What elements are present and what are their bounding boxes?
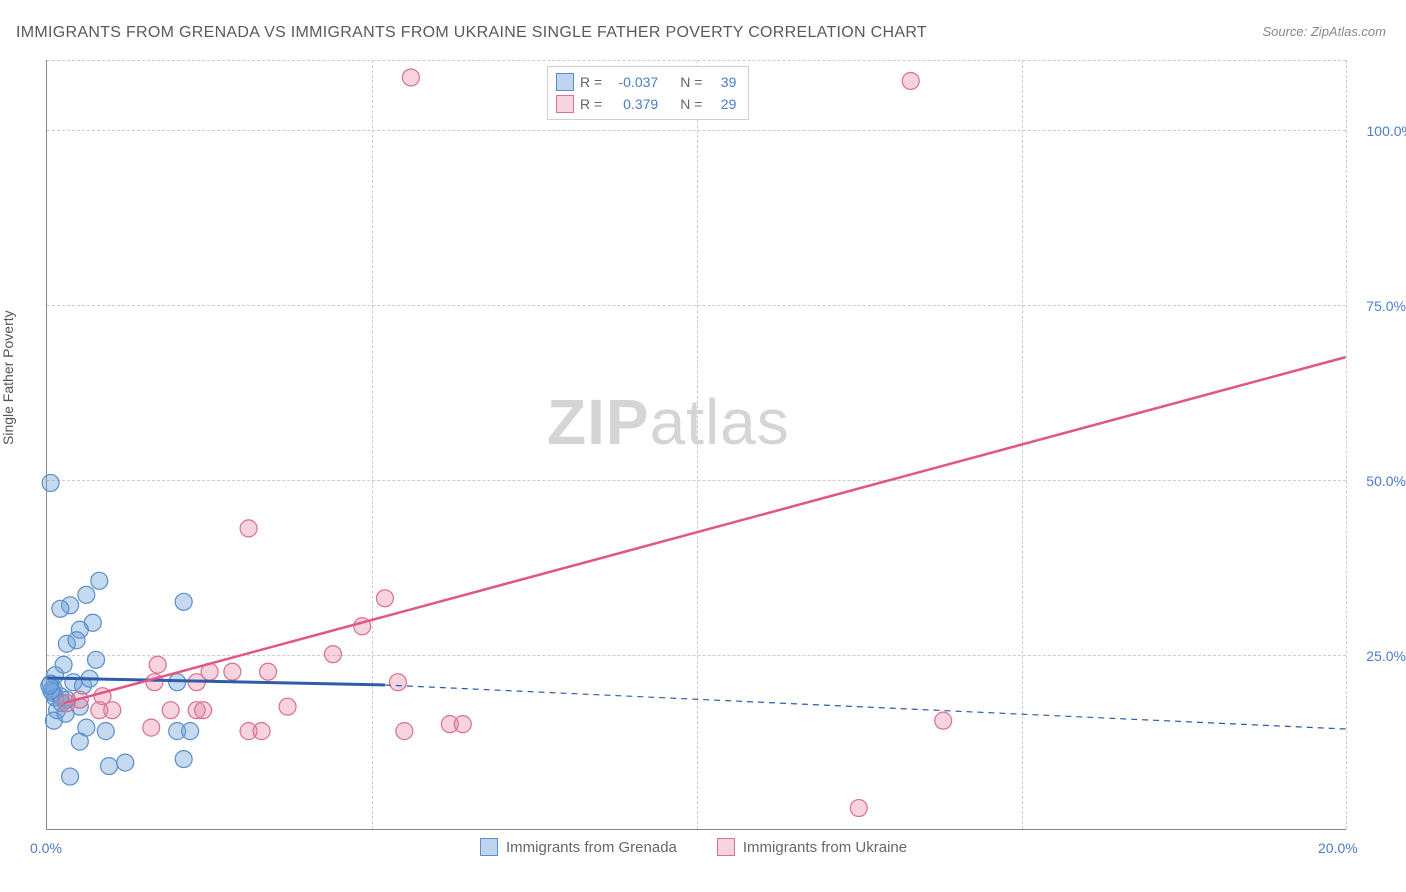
- y-tick-label: 75.0%: [1366, 298, 1406, 314]
- data-point-grenada: [71, 733, 88, 750]
- data-point-ukraine: [279, 698, 296, 715]
- data-point-grenada: [117, 754, 134, 771]
- legend-item-grenada: Immigrants from Grenada: [480, 838, 677, 856]
- data-point-ukraine: [224, 663, 241, 680]
- data-point-ukraine: [935, 712, 952, 729]
- y-tick-label: 100.0%: [1367, 123, 1406, 139]
- data-point-grenada: [41, 677, 58, 694]
- data-point-grenada: [68, 632, 85, 649]
- data-point-ukraine: [850, 800, 867, 817]
- x-tick-label: 20.0%: [1318, 840, 1358, 856]
- data-point-ukraine: [402, 69, 419, 86]
- y-tick-label: 50.0%: [1366, 473, 1406, 489]
- data-point-ukraine: [260, 663, 277, 680]
- data-point-grenada: [78, 586, 95, 603]
- data-point-ukraine: [195, 702, 212, 719]
- source-attribution: Source: ZipAtlas.com: [1262, 24, 1386, 39]
- data-point-ukraine: [396, 723, 413, 740]
- legend-item-ukraine: Immigrants from Ukraine: [717, 838, 907, 856]
- source-name: ZipAtlas.com: [1311, 24, 1386, 39]
- swatch-blue: [556, 73, 574, 91]
- data-point-grenada: [42, 474, 59, 491]
- swatch-pink: [717, 838, 735, 856]
- legend-row-ukraine: R = 0.379 N = 29: [556, 93, 736, 115]
- data-point-ukraine: [240, 520, 257, 537]
- data-point-grenada: [101, 758, 118, 775]
- data-point-ukraine: [253, 723, 270, 740]
- data-point-grenada: [175, 751, 192, 768]
- chart-title: IMMIGRANTS FROM GRENADA VS IMMIGRANTS FR…: [16, 24, 927, 42]
- correlation-legend: R = -0.037 N = 39 R = 0.379 N = 29: [547, 66, 749, 120]
- y-tick-label: 25.0%: [1366, 648, 1406, 664]
- data-point-ukraine: [149, 656, 166, 673]
- data-point-grenada: [52, 600, 69, 617]
- swatch-pink: [556, 95, 574, 113]
- data-point-ukraine: [454, 716, 471, 733]
- y-axis-label: Single Father Poverty: [0, 310, 16, 445]
- r-label: R =: [580, 96, 602, 112]
- data-point-ukraine: [376, 590, 393, 607]
- data-point-grenada: [97, 723, 114, 740]
- n-value-grenada: 39: [708, 74, 736, 90]
- data-point-ukraine: [104, 702, 121, 719]
- grid-line-v: [1346, 60, 1347, 829]
- legend-row-grenada: R = -0.037 N = 39: [556, 71, 736, 93]
- source-prefix: Source:: [1262, 24, 1310, 39]
- data-point-grenada: [88, 651, 105, 668]
- data-point-grenada: [91, 572, 108, 589]
- legend-label-grenada: Immigrants from Grenada: [506, 839, 677, 856]
- x-tick-label: 0.0%: [30, 840, 62, 856]
- data-point-grenada: [175, 593, 192, 610]
- data-point-ukraine: [389, 674, 406, 691]
- data-point-grenada: [182, 723, 199, 740]
- plot-area: 25.0% 50.0% 75.0% 100.0% ZIPatlas R = -0…: [46, 60, 1346, 830]
- r-value-grenada: -0.037: [608, 74, 658, 90]
- n-value-ukraine: 29: [708, 96, 736, 112]
- series-legend: Immigrants from Grenada Immigrants from …: [480, 838, 907, 856]
- trend-line-dash-grenada: [385, 685, 1346, 729]
- data-point-ukraine: [143, 719, 160, 736]
- scatter-svg: [47, 60, 1346, 829]
- data-point-ukraine: [324, 646, 341, 663]
- r-label: R =: [580, 74, 602, 90]
- legend-label-ukraine: Immigrants from Ukraine: [743, 839, 907, 856]
- r-value-ukraine: 0.379: [608, 96, 658, 112]
- n-label: N =: [680, 96, 702, 112]
- data-point-ukraine: [162, 702, 179, 719]
- swatch-blue: [480, 838, 498, 856]
- data-point-grenada: [62, 768, 79, 785]
- chart-container: IMMIGRANTS FROM GRENADA VS IMMIGRANTS FR…: [0, 0, 1406, 892]
- data-point-ukraine: [902, 72, 919, 89]
- n-label: N =: [680, 74, 702, 90]
